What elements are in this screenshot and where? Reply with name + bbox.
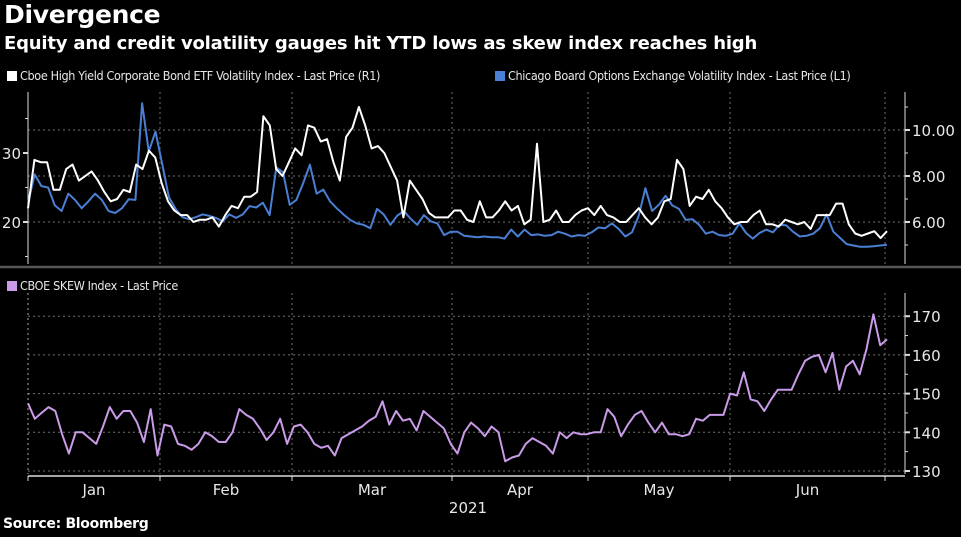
left-tick-label: 30 <box>2 145 21 163</box>
bottom-panel: 130 140 150 160 170 <box>28 293 941 481</box>
right-tick-label: 8.00 <box>912 168 945 186</box>
right-tick-label: 160 <box>912 347 941 365</box>
series-line-skew <box>28 314 887 461</box>
chart-svg: 20 30 6.00 8.00 10.00 130 140 150 160 170 Jan Feb… <box>0 0 961 537</box>
left-tick-label: 20 <box>2 214 21 232</box>
x-tick-label: Apr <box>507 481 534 499</box>
x-tick-label: Jun <box>795 481 819 499</box>
x-tick-label: Mar <box>358 481 387 499</box>
series-line-hy-bond-vol <box>28 107 887 238</box>
x-axis: Jan Feb Mar Apr May Jun 2021 <box>28 476 905 517</box>
x-year-label: 2021 <box>449 499 487 517</box>
right-tick-label: 140 <box>912 424 941 442</box>
right-tick-label: 130 <box>912 463 941 481</box>
x-tick-label: Feb <box>213 481 240 499</box>
source-note: Source: Bloomberg <box>3 516 148 532</box>
right-tick-label: 150 <box>912 386 941 404</box>
series-line-vix <box>28 103 887 247</box>
x-tick-label: Jan <box>81 481 105 499</box>
right-tick-label: 6.00 <box>912 214 945 232</box>
right-tick-label: 10.00 <box>912 122 955 140</box>
x-tick-label: May <box>643 481 674 499</box>
right-tick-label: 170 <box>912 308 941 326</box>
top-panel: 20 30 6.00 8.00 10.00 <box>2 92 955 264</box>
